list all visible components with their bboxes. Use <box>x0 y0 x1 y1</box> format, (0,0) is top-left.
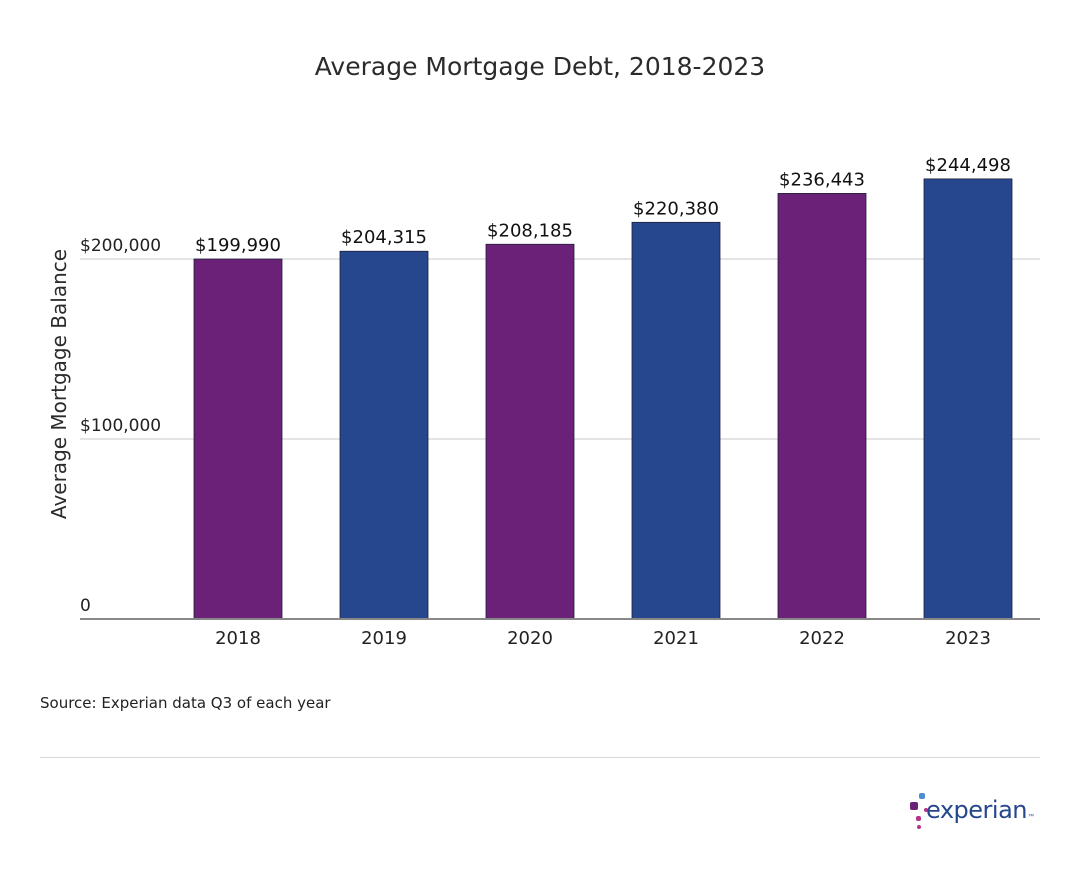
bar-2023 <box>923 178 1013 620</box>
logo-dot-icon <box>910 802 918 810</box>
brand-trademark: ™ <box>1028 814 1034 820</box>
x-tick-label: 2018 <box>215 628 261 649</box>
y-tick-label: $100,000 <box>80 416 161 436</box>
data-label: $199,990 <box>195 235 281 256</box>
x-axis-ticks: 2018 2019 2020 2021 2022 2023 <box>215 628 991 649</box>
data-label: $204,315 <box>341 227 427 248</box>
logo-dot-icon <box>917 825 921 829</box>
bar-chart: 0 $100,000 $200,000 $199,990 $204,315 $208,1… <box>47 155 1040 649</box>
bar-2021 <box>631 221 721 620</box>
data-label: $208,185 <box>487 220 573 241</box>
data-label: $220,380 <box>633 198 719 219</box>
source-note: Source: Experian data Q3 of each year <box>40 694 331 712</box>
logo-dot-icon <box>919 793 925 799</box>
y-tick-label: $200,000 <box>80 236 161 256</box>
bars <box>193 178 1013 620</box>
logo-dot-icon <box>924 808 928 812</box>
y-axis-title: Average Mortgage Balance <box>47 249 71 519</box>
x-tick-label: 2021 <box>653 628 699 649</box>
data-label: $244,498 <box>925 155 1011 176</box>
experian-logo: experian ™ <box>910 792 1040 832</box>
x-tick-label: 2022 <box>799 628 845 649</box>
bar-2019 <box>339 250 429 620</box>
data-label: $236,443 <box>779 169 865 190</box>
bar-2022 <box>777 193 867 620</box>
chart-title: Average Mortgage Debt, 2018-2023 <box>314 52 766 81</box>
data-labels: $199,990 $204,315 $208,185 $220,380 $236,443… <box>195 155 1011 256</box>
logo-dot-icon <box>916 816 921 821</box>
y-axis-ticks: 0 $100,000 $200,000 <box>80 236 161 616</box>
bar-2018 <box>193 258 283 620</box>
brand-name: experian <box>926 796 1028 824</box>
bar-2020 <box>485 243 575 620</box>
x-tick-label: 2023 <box>945 628 991 649</box>
y-tick-label: 0 <box>80 596 91 616</box>
x-tick-label: 2020 <box>507 628 553 649</box>
footer-divider <box>40 757 1040 758</box>
x-tick-label: 2019 <box>361 628 407 649</box>
